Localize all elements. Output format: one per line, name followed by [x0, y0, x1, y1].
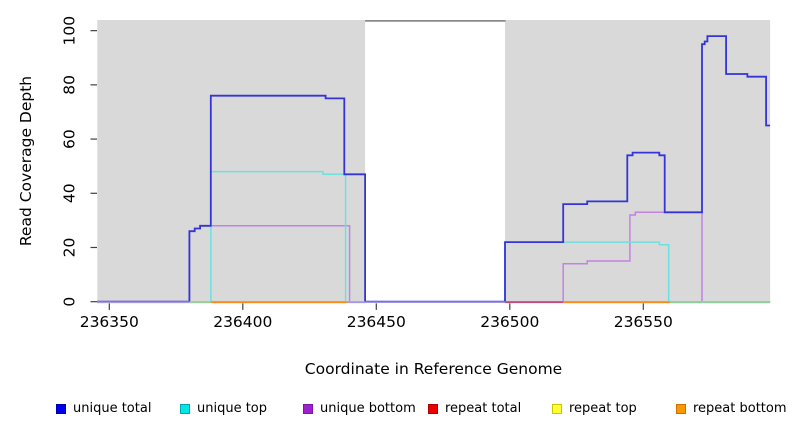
y-tick-label: 20 [61, 238, 79, 258]
x-tick-label: 236550 [614, 313, 673, 331]
series-line-unique-total [97, 35, 771, 303]
y-axis-title: Read Coverage Depth [17, 75, 35, 247]
y-tick-label: 100 [61, 16, 79, 46]
background-block [504, 20, 771, 304]
y-tick-label: 60 [61, 129, 79, 149]
x-tick-label: 236400 [213, 313, 272, 331]
x-axis-title: Coordinate in Reference Genome [304, 360, 563, 378]
x-tick-label: 236500 [480, 313, 539, 331]
y-tick-label: 40 [61, 183, 79, 203]
x-tick-label: 236450 [347, 313, 406, 331]
background-block [97, 20, 366, 304]
y-tick-label: 0 [61, 297, 79, 307]
y-tick-label: 80 [61, 75, 79, 95]
x-tick-label: 236350 [80, 313, 139, 331]
